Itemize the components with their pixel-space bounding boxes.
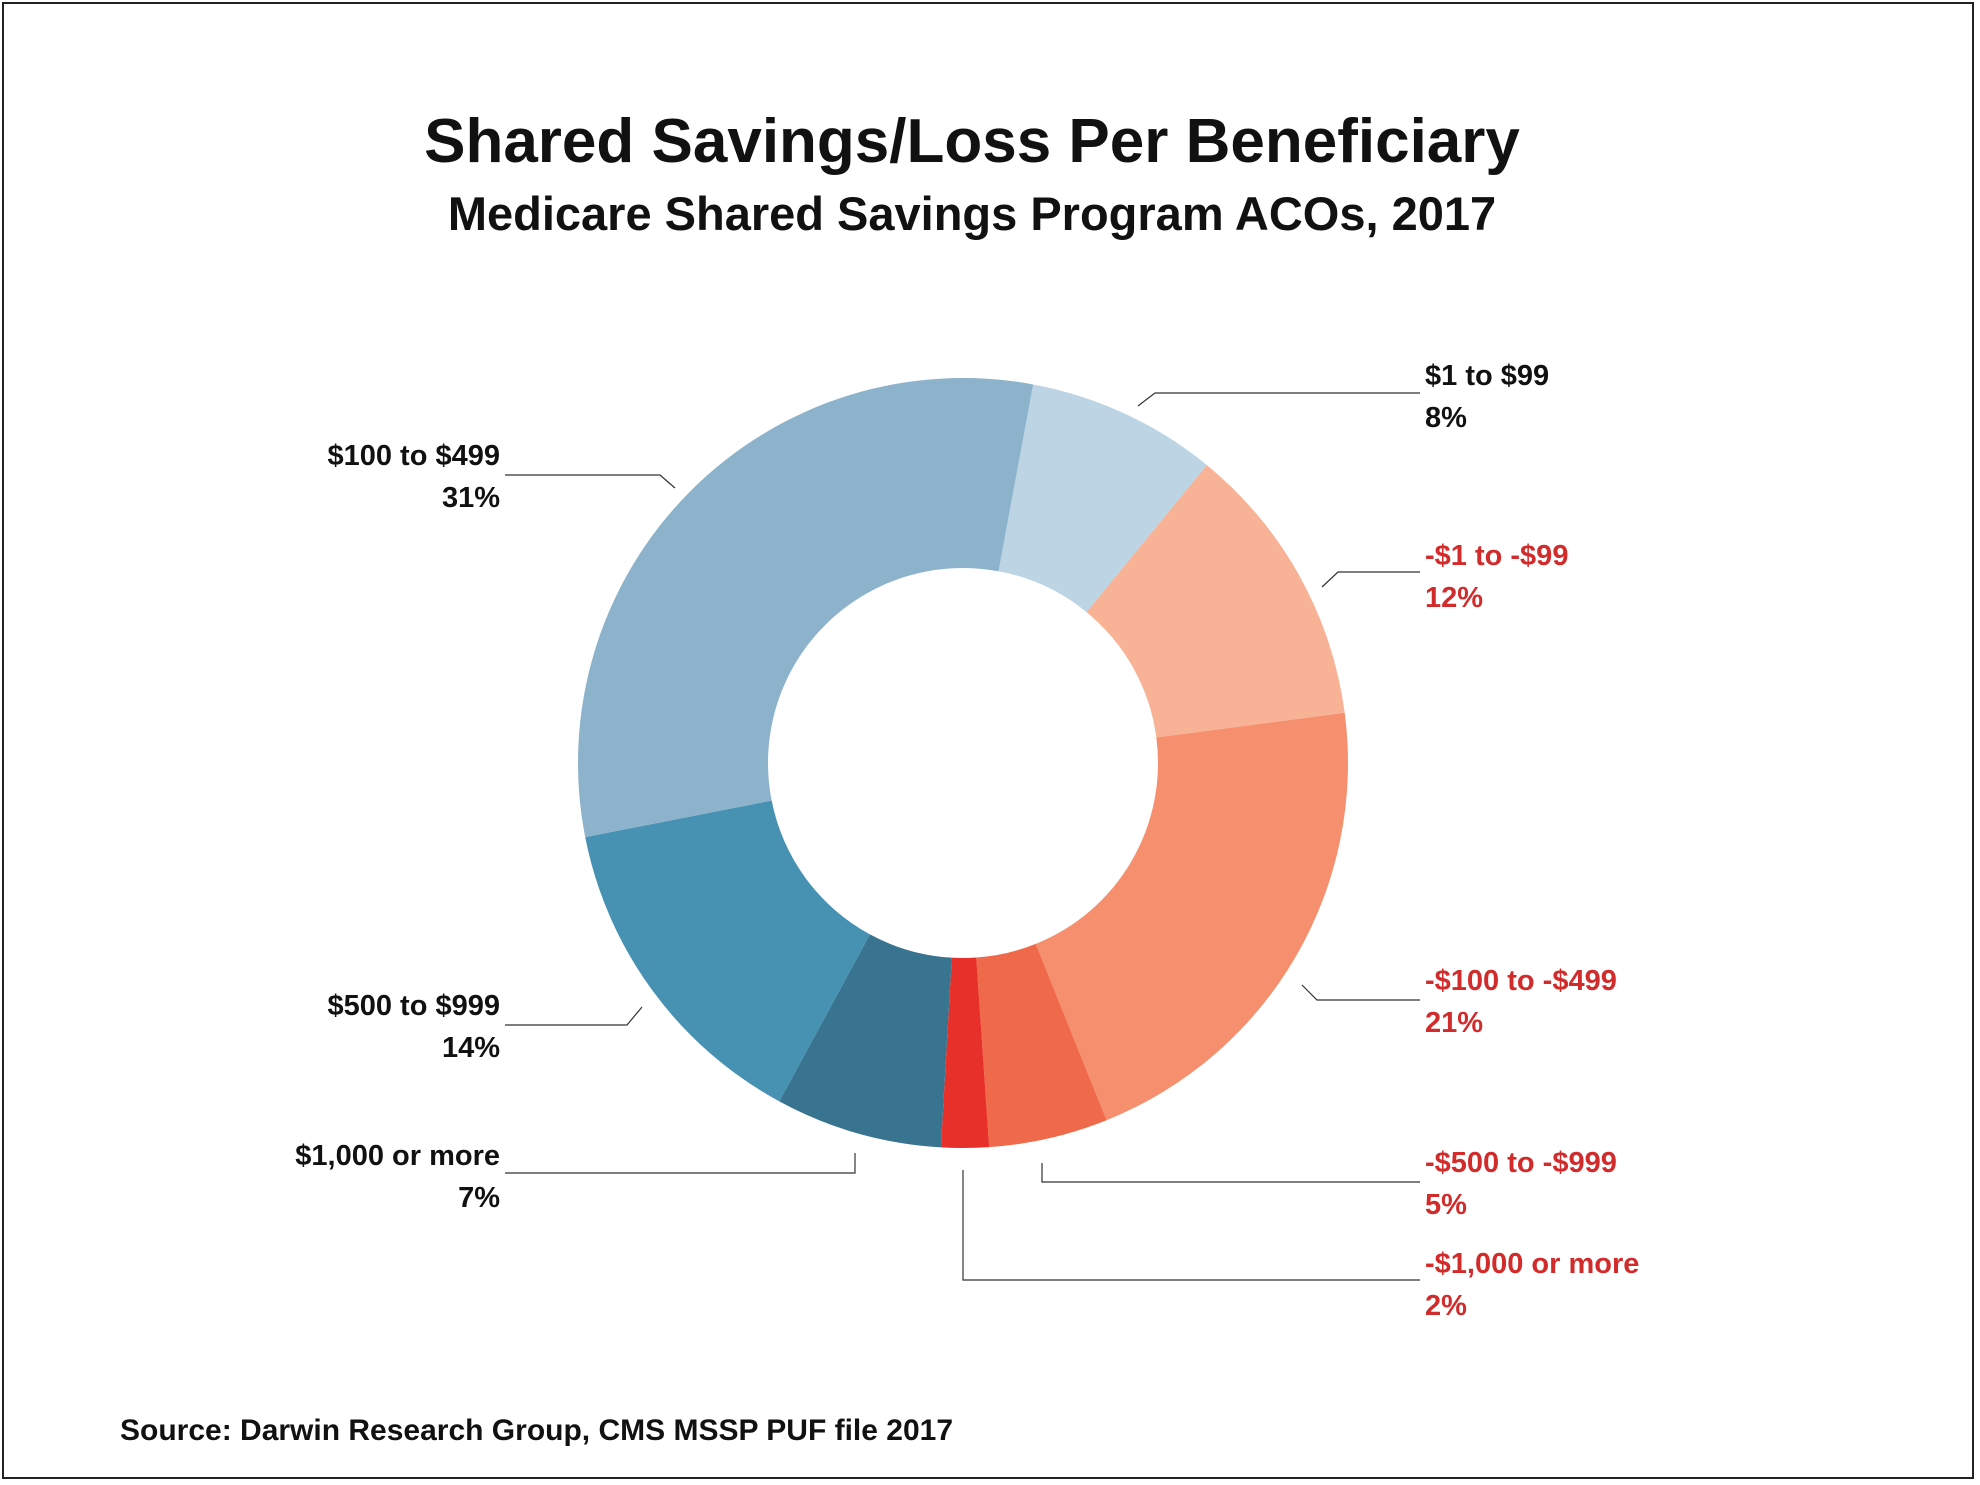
slice-label-6: $500 to $999: [327, 990, 500, 1022]
slice-label-7: $100 to $499: [327, 440, 500, 472]
slice-label-5: $1,000 or more: [295, 1140, 500, 1172]
leader-line-5: [505, 1153, 856, 1174]
slice-3: [976, 943, 1107, 1148]
slice-5: [779, 934, 952, 1148]
leader-line-2: [1301, 984, 1420, 1001]
slice-value-2: 21%: [1425, 1007, 1483, 1039]
leader-line-1: [1321, 571, 1420, 588]
leader-line-0: [1137, 392, 1420, 407]
slice-value-5: 7%: [458, 1182, 500, 1214]
slice-6: [585, 800, 870, 1102]
slice-label-0: $1 to $99: [1425, 360, 1549, 392]
donut-slices: [578, 378, 1348, 1148]
slice-value-7: 31%: [442, 482, 500, 514]
source-note: Source: Darwin Research Group, CMS MSSP …: [120, 1414, 953, 1447]
slice-value-4: 2%: [1425, 1290, 1467, 1322]
slice-2: [1035, 712, 1348, 1121]
leader-line-7: [505, 474, 676, 489]
slice-label-4: -$1,000 or more: [1425, 1248, 1639, 1280]
chart-title: Shared Savings/Loss Per Beneficiary: [424, 107, 1520, 176]
slice-1: [1086, 465, 1345, 738]
slice-label-3: -$500 to -$999: [1425, 1147, 1617, 1179]
slice-value-3: 5%: [1425, 1189, 1467, 1221]
slice-7: [578, 378, 1034, 838]
leader-line-6: [505, 1006, 643, 1026]
slice-value-6: 14%: [442, 1032, 500, 1064]
slice-value-0: 8%: [1425, 402, 1467, 434]
slice-labels: $1 to $99 8% -$1 to -$99 12% -$100 to -$499 2…: [295, 360, 1639, 1322]
slice-0: [998, 384, 1207, 613]
leader-line-3: [1041, 1163, 1420, 1183]
slice-label-1: -$1 to -$99: [1425, 540, 1568, 572]
slice-4: [940, 957, 990, 1148]
slice-value-1: 12%: [1425, 582, 1483, 614]
chart-subtitle: Medicare Shared Savings Program ACOs, 20…: [448, 187, 1496, 240]
leader-line-4: [962, 1170, 1420, 1281]
leader-lines: [505, 392, 1420, 1281]
slice-label-2: -$100 to -$499: [1425, 965, 1617, 997]
